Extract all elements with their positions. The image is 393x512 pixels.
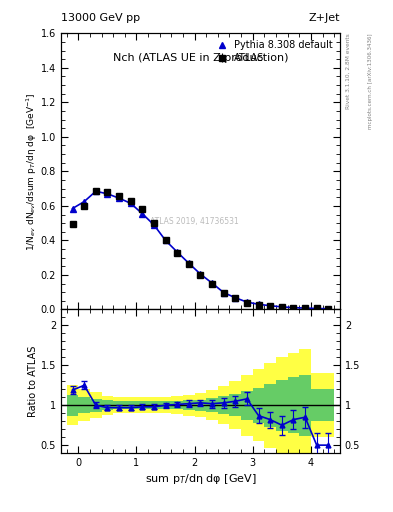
Pythia 8.308 default [82, 199, 86, 205]
Line: Pythia 8.308 default: Pythia 8.308 default [70, 188, 331, 312]
Pythia 8.308 default [175, 249, 180, 255]
X-axis label: sum p$_{T}$/dη dφ [GeV]: sum p$_{T}$/dη dφ [GeV] [145, 472, 256, 486]
Pythia 8.308 default [129, 200, 133, 206]
Text: Z+Jet: Z+Jet [309, 13, 340, 23]
Pythia 8.308 default [70, 205, 75, 211]
Text: ATLAS 2019, 41736531: ATLAS 2019, 41736531 [151, 217, 239, 226]
Pythia 8.308 default [279, 304, 284, 310]
Pythia 8.308 default [210, 280, 215, 286]
Text: Nch (ATLAS UE in Z production): Nch (ATLAS UE in Z production) [113, 53, 288, 62]
Pythia 8.308 default [221, 289, 226, 295]
Pythia 8.308 default [268, 303, 273, 309]
Pythia 8.308 default [314, 305, 319, 311]
Text: 13000 GeV pp: 13000 GeV pp [61, 13, 140, 23]
Pythia 8.308 default [198, 271, 203, 277]
Pythia 8.308 default [233, 295, 238, 301]
Pythia 8.308 default [105, 191, 110, 197]
Legend: Pythia 8.308 default, ATLAS: Pythia 8.308 default, ATLAS [213, 38, 335, 65]
Y-axis label: Ratio to ATLAS: Ratio to ATLAS [28, 346, 38, 417]
Pythia 8.308 default [140, 210, 145, 217]
Text: mcplots.cern.ch [arXiv:1306.3436]: mcplots.cern.ch [arXiv:1306.3436] [368, 33, 373, 129]
Pythia 8.308 default [326, 306, 331, 312]
Pythia 8.308 default [291, 305, 296, 311]
Pythia 8.308 default [186, 260, 191, 266]
Pythia 8.308 default [244, 299, 249, 305]
Pythia 8.308 default [163, 238, 168, 244]
Pythia 8.308 default [256, 301, 261, 307]
Pythia 8.308 default [152, 222, 156, 228]
Text: Rivet 3.1.10, 2.8M events: Rivet 3.1.10, 2.8M events [345, 33, 351, 109]
Pythia 8.308 default [117, 195, 121, 201]
Pythia 8.308 default [303, 305, 307, 311]
Pythia 8.308 default [94, 188, 98, 195]
Y-axis label: 1/N$_{ev}$ dN$_{ev}$/dsum p$_{T}$/dη dφ  [GeV$^{-1}$]: 1/N$_{ev}$ dN$_{ev}$/dsum p$_{T}$/dη dφ … [25, 92, 39, 251]
